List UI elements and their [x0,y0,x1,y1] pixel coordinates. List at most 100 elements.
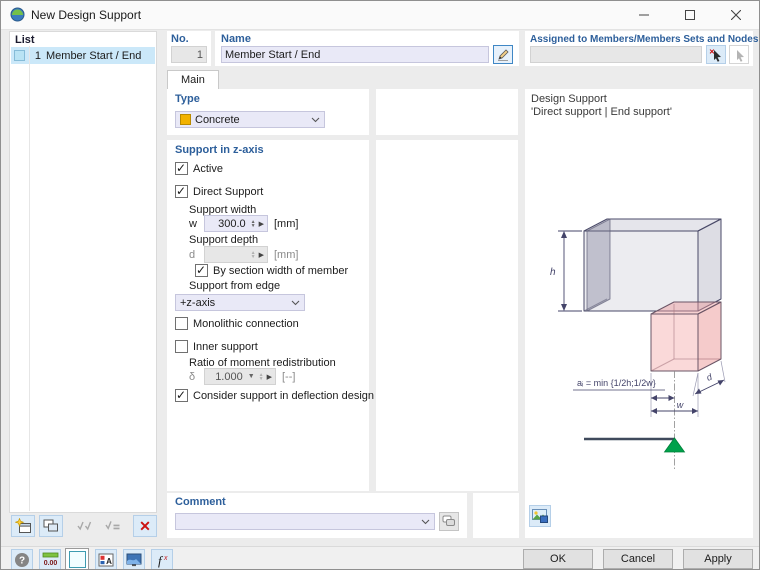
comment-panel: Comment [167,493,467,538]
support-depth-unit: [mm] [274,249,299,261]
svg-text:x: x [163,555,168,562]
picture-icon [532,509,548,523]
support-width-input[interactable]: 300.0 ▲ ▼ ▶ [204,215,268,232]
minimize-icon [639,14,649,16]
formula-icon: f x [158,553,168,568]
app-icon [10,7,25,27]
comment-templates-button[interactable] [439,512,459,531]
formula-button[interactable]: f x [151,549,173,569]
ok-button[interactable]: OK [523,549,593,569]
support-triangle [663,437,686,453]
flyout-arrow-icon[interactable]: ▶ [258,220,264,228]
monolithic-connection-checkbox[interactable]: Monolithic connection [175,317,299,330]
chevron-down-icon [311,117,320,122]
color-scheme-button[interactable] [65,548,89,569]
ratio-label: Ratio of moment redistribution [189,357,336,369]
no-label: No. [171,33,189,45]
assigned-label: Assigned to Members/Members Sets and Nod… [530,34,760,45]
preview-title-line2: 'Direct support | End support' [531,106,672,118]
display-properties-button[interactable]: A [95,549,117,569]
delete-item-button[interactable]: ✕ [133,515,157,537]
support-depth-input: ▲ ▼ ▶ [204,246,268,263]
support-depth-label: Support depth [189,234,259,246]
svg-text:f: f [158,553,164,568]
checkbox-icon [175,317,188,330]
assigned-panel: Assigned to Members/Members Sets and Nod… [525,31,759,66]
select-all-button[interactable] [73,515,97,537]
svg-text:A: A [106,557,112,566]
ratio-symbol: δ [189,371,196,383]
window-title: New Design Support [31,8,142,22]
cancel-button[interactable]: Cancel [603,549,673,569]
apply-button[interactable]: Apply [683,549,753,569]
support-from-edge-select[interactable]: +z-axis [175,294,305,311]
new-item-icon [14,518,31,533]
color-swatch-icon [68,551,86,568]
checkbox-icon [195,263,208,277]
list-header: List [15,34,35,46]
spinner-icon[interactable]: ▲ ▼ [250,218,256,229]
ratio-input: 1.000 ▼ ▲ ▼ ▶ [204,368,276,385]
graphic-settings-button[interactable] [529,505,551,527]
comment-templates-icon [442,515,455,526]
no-panel: No. 1 [167,31,211,66]
select-members-button[interactable]: ✕ [706,45,726,64]
deselect-members-button[interactable] [729,45,749,64]
type-header: Type [175,93,200,105]
inner-support-checkbox[interactable]: Inner support [175,340,258,353]
list-item-color-swatch [14,50,25,61]
dim-w-label: w [677,400,684,410]
support-width-symbol: w [189,218,197,230]
units-settings-button[interactable]: 0.00 [39,549,61,569]
preview-panel: Design Support 'Direct support | End sup… [525,89,753,538]
edit-name-button[interactable] [493,45,513,64]
flyout-arrow-icon[interactable]: ▶ [258,251,264,259]
support-width-label: Support width [189,204,257,216]
concrete-color-swatch [180,114,191,125]
type-panel: Type Concrete [167,89,369,135]
name-input[interactable]: Member Start / End [221,46,489,63]
dim-d-label: d [705,371,714,383]
deflection-design-checkbox[interactable]: Consider support in deflection design [175,388,374,402]
support-from-edge-label: Support from edge [189,280,281,292]
rendering-button[interactable] [123,549,145,569]
maximize-button[interactable] [667,1,713,29]
rendering-icon [126,553,142,566]
checkbox-icon [175,161,188,175]
copy-item-icon [43,519,58,532]
empty-box-top [376,89,518,135]
type-select[interactable]: Concrete [175,111,325,128]
list-panel: List 1 Member Start / End [9,31,157,513]
close-icon [731,10,741,20]
empty-box-main [376,140,518,491]
comment-combobox[interactable] [175,513,435,530]
svg-text:?: ? [19,555,25,566]
maximize-icon [685,10,695,20]
checkbox-icon [175,340,188,353]
beam-cut-face [586,218,611,312]
no-input: 1 [171,46,207,63]
help-icon: ? [15,552,29,567]
display-properties-icon: A [98,553,114,566]
by-section-width-checkbox[interactable]: By section width of member [195,263,348,277]
deselect-all-button[interactable] [101,515,125,537]
flyout-arrow-icon[interactable]: ▶ [266,373,272,381]
chevron-down-icon [291,300,300,305]
dimension-h [558,230,582,312]
empty-box-bottom [473,493,519,538]
support-block [650,301,722,372]
delete-icon: ✕ [139,518,151,534]
help-button[interactable]: ? [11,549,33,569]
minimize-button[interactable] [621,1,667,29]
svg-text:✕: ✕ [709,49,715,56]
list-item-member-start-end[interactable]: 1 Member Start / End [11,47,155,64]
footer-bar: ? 0.00 A [1,546,759,569]
direct-support-checkbox[interactable]: Direct Support [175,184,263,198]
tab-main[interactable]: Main [167,70,219,90]
copy-item-button[interactable] [39,515,63,537]
active-checkbox[interactable]: Active [175,161,223,175]
close-button[interactable] [713,1,759,29]
new-item-button[interactable] [11,515,35,537]
chevron-down-icon: ▼ [247,373,255,380]
